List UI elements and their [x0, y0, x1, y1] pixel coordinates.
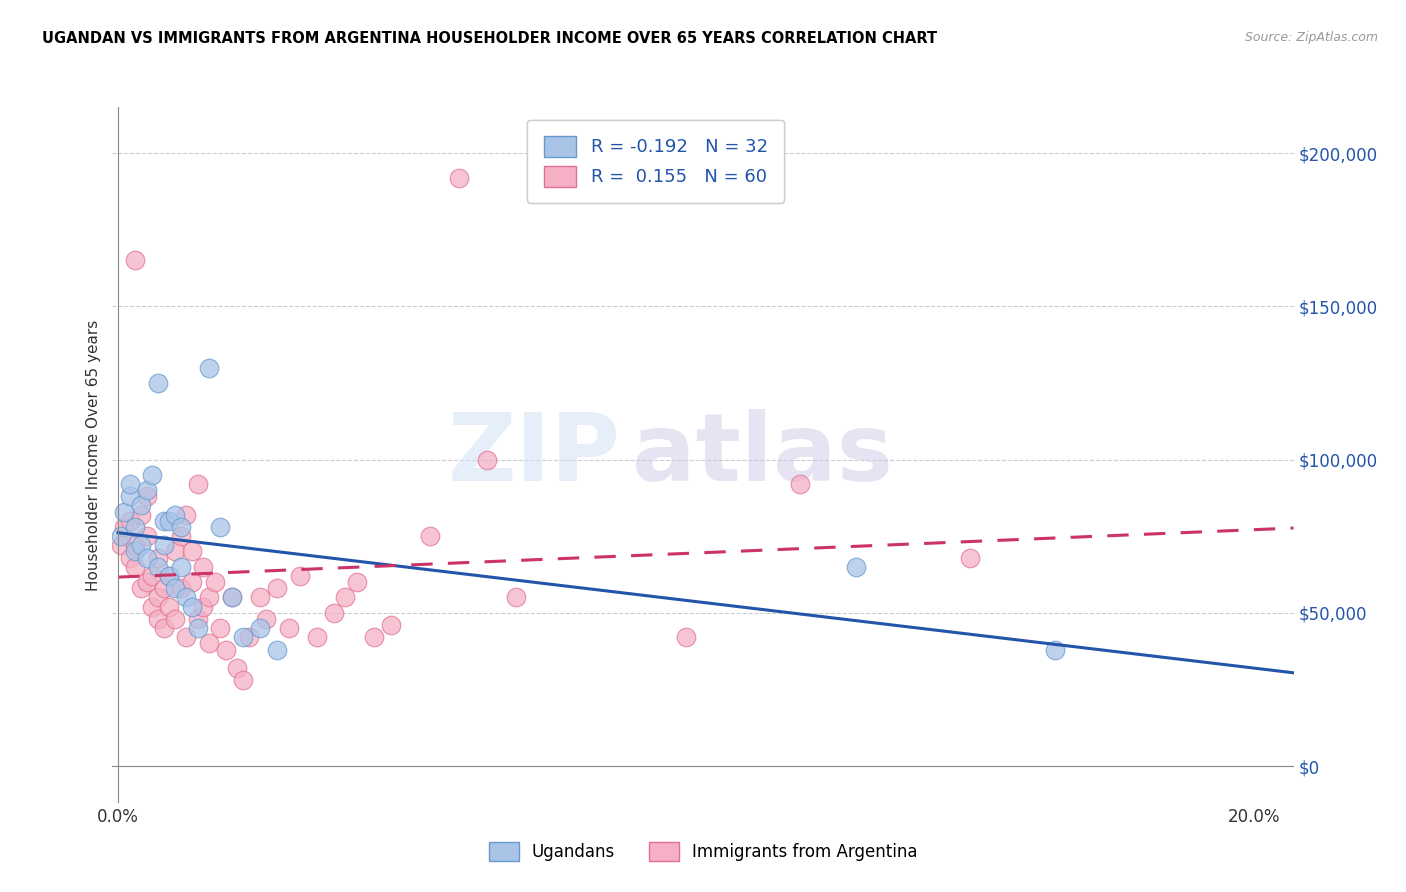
Point: [141, 569, 163, 583]
Point: [198, 591, 221, 605]
Point: [157, 514, 180, 528]
Point: [232, 630, 254, 644]
Point: [124, 559, 146, 574]
Point: [163, 581, 186, 595]
Point: [187, 612, 209, 626]
Point: [141, 599, 163, 614]
Text: UGANDAN VS IMMIGRANTS FROM ARGENTINA HOUSEHOLDER INCOME OVER 65 YEARS CORRELATIO: UGANDAN VS IMMIGRANTS FROM ARGENTINA HOU…: [42, 31, 938, 46]
Point: [226, 661, 249, 675]
Point: [193, 559, 215, 574]
Point: [129, 508, 152, 522]
Point: [174, 508, 197, 522]
Point: [209, 520, 232, 534]
Point: [238, 630, 260, 644]
Text: Source: ZipAtlas.com: Source: ZipAtlas.com: [1244, 31, 1378, 45]
Point: [204, 575, 226, 590]
Point: [141, 467, 163, 482]
Point: [118, 477, 141, 491]
Point: [1043, 642, 1066, 657]
Point: [146, 376, 169, 390]
Point: [146, 591, 169, 605]
Point: [129, 499, 152, 513]
Point: [157, 569, 180, 583]
Point: [146, 550, 169, 565]
Point: [169, 559, 191, 574]
Point: [232, 673, 254, 688]
Point: [380, 618, 402, 632]
Point: [135, 483, 157, 498]
Point: [254, 612, 277, 626]
Point: [335, 591, 357, 605]
Point: [181, 599, 204, 614]
Legend: R = -0.192   N = 32, R =  0.155   N = 60: R = -0.192 N = 32, R = 0.155 N = 60: [527, 120, 785, 202]
Point: [135, 489, 157, 503]
Point: [124, 253, 146, 268]
Point: [266, 642, 288, 657]
Point: [447, 170, 470, 185]
Point: [198, 360, 221, 375]
Legend: Ugandans, Immigrants from Argentina: Ugandans, Immigrants from Argentina: [475, 829, 931, 875]
Point: [163, 612, 186, 626]
Point: [249, 591, 271, 605]
Point: [505, 591, 527, 605]
Point: [135, 550, 157, 565]
Point: [152, 538, 174, 552]
Point: [675, 630, 697, 644]
Text: atlas: atlas: [633, 409, 893, 501]
Point: [112, 520, 135, 534]
Point: [174, 591, 197, 605]
Point: [215, 642, 238, 657]
Point: [129, 581, 152, 595]
Point: [249, 621, 271, 635]
Point: [157, 569, 180, 583]
Point: [477, 452, 499, 467]
Point: [277, 621, 299, 635]
Point: [146, 559, 169, 574]
Point: [169, 520, 191, 534]
Point: [187, 477, 209, 491]
Point: [419, 529, 441, 543]
Point: [187, 621, 209, 635]
Point: [152, 581, 174, 595]
Point: [129, 538, 152, 552]
Point: [789, 477, 811, 491]
Point: [221, 591, 243, 605]
Point: [135, 575, 157, 590]
Point: [124, 544, 146, 558]
Point: [146, 612, 169, 626]
Point: [152, 514, 174, 528]
Point: [363, 630, 385, 644]
Point: [266, 581, 288, 595]
Point: [305, 630, 328, 644]
Y-axis label: Householder Income Over 65 years: Householder Income Over 65 years: [86, 319, 101, 591]
Point: [198, 636, 221, 650]
Point: [845, 559, 868, 574]
Point: [118, 489, 141, 503]
Point: [112, 505, 135, 519]
Point: [181, 575, 204, 590]
Point: [209, 621, 232, 635]
Point: [169, 581, 191, 595]
Point: [157, 599, 180, 614]
Point: [288, 569, 311, 583]
Text: ZIP: ZIP: [447, 409, 620, 501]
Point: [135, 529, 157, 543]
Point: [110, 538, 132, 552]
Point: [174, 630, 197, 644]
Point: [163, 544, 186, 558]
Point: [959, 550, 981, 565]
Point: [169, 529, 191, 543]
Point: [124, 538, 146, 552]
Point: [110, 529, 132, 543]
Point: [181, 544, 204, 558]
Point: [221, 591, 243, 605]
Point: [118, 514, 141, 528]
Point: [118, 550, 141, 565]
Point: [163, 508, 186, 522]
Point: [323, 606, 346, 620]
Point: [193, 599, 215, 614]
Point: [124, 520, 146, 534]
Point: [346, 575, 368, 590]
Point: [152, 621, 174, 635]
